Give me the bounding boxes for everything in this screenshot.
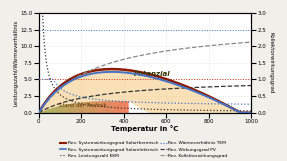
Legend: Rev. Systemwirkungsgrad Solarthermisch, Rev. Systemwirkungsgrad Solarelektrisch,: Rev. Systemwirkungsgrad Solarthermisch, … [59, 140, 228, 159]
Y-axis label: Kollektorwirkungsgrad: Kollektorwirkungsgrad [269, 32, 274, 94]
Text: Potenzial: Potenzial [134, 71, 171, 77]
X-axis label: Temperatur in °C: Temperatur in °C [111, 125, 179, 132]
Text: Stand der Technik: Stand der Technik [59, 103, 106, 108]
Y-axis label: Leistungszahl/Wärmeverhältnis: Leistungszahl/Wärmeverhältnis [14, 20, 19, 106]
